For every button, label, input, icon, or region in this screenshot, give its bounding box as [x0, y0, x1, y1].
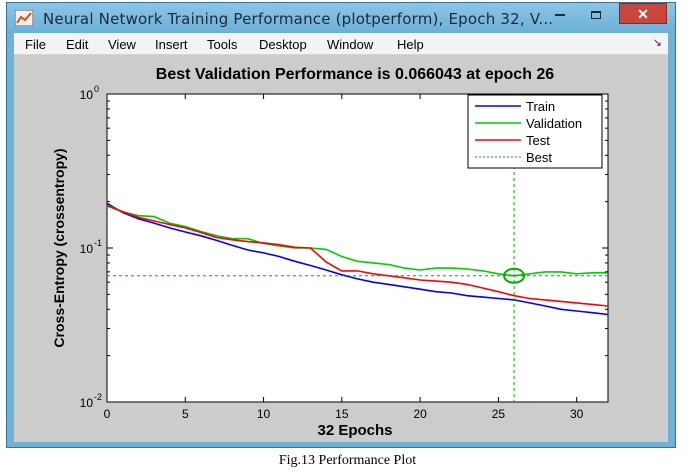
x-tick-label: 5 — [182, 407, 189, 421]
x-tick-label: 15 — [335, 407, 349, 421]
menu-desktop[interactable]: Desktop — [259, 37, 307, 52]
legend: Train Validation Test Best — [467, 94, 603, 169]
y-tick-exponent: 0 — [94, 84, 99, 94]
figure-canvas: Best Validation Performance is 0.066043 … — [14, 55, 668, 442]
menu-file[interactable]: File — [25, 37, 46, 52]
matlab-figure-icon — [15, 10, 33, 26]
menu-help[interactable]: Help — [397, 37, 424, 52]
menu-insert[interactable]: Insert — [155, 37, 188, 52]
x-tick-label: 0 — [104, 407, 111, 421]
window-title: Neural Network Training Performance (plo… — [43, 10, 554, 28]
y-tick-exponent: -1 — [94, 238, 102, 248]
chart-title: Best Validation Performance is 0.066043 … — [156, 66, 555, 83]
minimize-button[interactable] — [547, 3, 573, 24]
dock-arrow-icon[interactable]: ↘ — [652, 37, 662, 49]
x-tick-label: 30 — [570, 407, 584, 421]
y-tick-label: 10 — [80, 396, 94, 410]
legend-label: Train — [526, 99, 555, 114]
y-tick-label: 10 — [80, 88, 94, 102]
legend-box — [467, 94, 603, 169]
x-tick-label: 10 — [257, 407, 271, 421]
x-tick-label: 25 — [492, 407, 506, 421]
menu-view[interactable]: View — [108, 37, 136, 52]
legend-label: Validation — [526, 116, 582, 131]
x-axis-label: 32 Epochs — [317, 422, 392, 439]
minimize-icon — [555, 13, 565, 16]
series-line-train — [106, 202, 609, 316]
menu-bar: File Edit View Insert Tools Desktop Wind… — [14, 33, 668, 55]
performance-chart: Best Validation Performance is 0.066043 … — [51, 66, 609, 439]
x-tick-label: 20 — [413, 407, 427, 421]
best-epoch-marker — [503, 267, 526, 284]
menu-tools[interactable]: Tools — [207, 37, 238, 52]
menu-edit[interactable]: Edit — [66, 37, 89, 52]
y-axis-label: Cross-Entropy (crossentropy) — [51, 148, 67, 347]
title-bar[interactable]: Neural Network Training Performance (plo… — [7, 3, 675, 33]
y-tick-label: 10 — [80, 242, 94, 256]
maximize-icon — [590, 10, 601, 19]
close-button[interactable]: ✕ — [619, 3, 667, 24]
figure-caption: Fig.13 Performance Plot — [278, 453, 417, 468]
maximize-button[interactable] — [583, 3, 608, 24]
menu-window[interactable]: Window — [327, 37, 374, 52]
legend-label: Test — [526, 133, 550, 148]
y-tick-exponent: -2 — [94, 392, 102, 402]
figure-window: Neural Network Training Performance (plo… — [6, 2, 676, 448]
series-line-test — [106, 205, 609, 307]
legend-label: Best — [526, 150, 552, 165]
